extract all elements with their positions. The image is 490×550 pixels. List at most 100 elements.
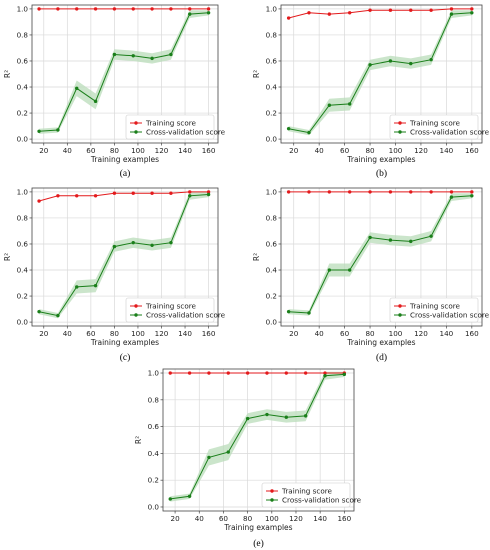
x-tick-label: 20 (39, 146, 49, 155)
y-tick-label: 0.0 (148, 502, 160, 511)
cv-score-point (470, 194, 474, 198)
cv-score-line (288, 12, 472, 134)
panel-a: 20 40 60 80 100 120 140 160 0.0 0.2 0.4 0.6 0.8 1.0 Tr… (3, 4, 226, 164)
cv-score-point (207, 455, 211, 460)
x-tick-label: 60 (86, 329, 96, 338)
cv-score-point (284, 415, 289, 419)
plot-frame (162, 368, 355, 512)
x-tick-label: 20 (39, 329, 49, 338)
legend-label-training: Training score (281, 487, 333, 496)
panel-c: 20 40 60 80 100 120 140 160 0.0 0.2 0.4 0.6 0.8 1.0 Tr… (3, 187, 226, 347)
plot-frame (31, 187, 219, 327)
training-score-point (168, 371, 172, 375)
y-tick-label: 0.4 (17, 266, 29, 275)
y-tick-label: 0.8 (17, 30, 29, 39)
legend-swatch-marker (270, 498, 274, 502)
training-score-point (131, 191, 135, 195)
legend-label-cv: Cross-validation score (146, 311, 226, 320)
y-tick-label: 0.2 (266, 109, 277, 118)
x-axis-label: Training examples (90, 155, 159, 164)
training-score-point (206, 190, 211, 194)
legend-swatch-marker (134, 121, 138, 125)
x-tick-label: 120 (155, 329, 169, 338)
training-score-point (226, 371, 230, 375)
cv-score-point (449, 195, 454, 199)
y-tick-label: 0.6 (17, 239, 29, 248)
x-tick-label: 100 (131, 146, 145, 155)
cv-score-point (470, 11, 474, 15)
legend-label-training: Training score (145, 302, 197, 311)
cv-score-point (388, 238, 393, 242)
cv-score-point (429, 57, 433, 62)
cv-score-point (169, 240, 173, 245)
x-tick-label: 140 (178, 146, 192, 155)
cv-score-line (288, 195, 472, 314)
cv-score-point (56, 128, 60, 132)
x-tick-label: 60 (219, 514, 229, 523)
training-score-point (131, 7, 135, 11)
x-tick-label: 60 (86, 146, 96, 155)
training-score-point (245, 371, 250, 375)
x-tick-label: 100 (389, 146, 403, 155)
y-tick-label: 1.0 (266, 4, 278, 13)
training-score-point (188, 190, 192, 194)
cv-confidence-band (288, 10, 472, 136)
plot-frame (280, 4, 483, 144)
y-tick-label: 0.8 (266, 213, 278, 222)
x-tick-label: 20 (171, 514, 181, 523)
training-score-point (388, 190, 393, 194)
training-score-point (429, 190, 433, 194)
y-tick-label: 1.0 (17, 4, 29, 13)
training-score-point (470, 7, 474, 11)
training-score-line (288, 8, 472, 19)
y-tick-label: 0.2 (17, 109, 28, 118)
training-score-point (93, 194, 98, 198)
training-score-point (388, 8, 393, 12)
x-tick-label: 80 (243, 514, 253, 523)
cv-score-point (131, 54, 135, 58)
x-tick-label: 140 (440, 329, 454, 338)
training-score-point (187, 371, 192, 375)
panel-caption: (d) (376, 352, 387, 363)
legend-swatch-marker (270, 489, 274, 493)
x-tick-label: 140 (313, 514, 327, 523)
y-axis-label: R² (3, 253, 12, 261)
cv-score-point (368, 235, 372, 240)
training-score-line (38, 191, 209, 202)
y-tick-label: 0.0 (266, 135, 278, 144)
legend-swatch-marker (134, 313, 138, 317)
panel-caption: (b) (376, 168, 387, 179)
y-axis-label: R² (252, 253, 261, 261)
y-tick-label: 0.2 (17, 292, 28, 301)
y-axis-label: R² (134, 436, 143, 444)
cv-score-point (188, 12, 192, 16)
training-score-point (449, 190, 454, 194)
training-score-point (265, 371, 269, 375)
training-score-point (207, 371, 211, 375)
x-tick-label: 160 (202, 329, 216, 338)
cv-score-point (206, 11, 211, 15)
cv-score-point (303, 414, 308, 418)
y-axis-label: R² (252, 70, 261, 78)
y-tick-label: 0.6 (17, 56, 29, 65)
y-tick-label: 0.8 (17, 213, 29, 222)
cv-score-point (168, 497, 172, 501)
y-tick-label: 0.0 (266, 318, 278, 327)
x-tick-label: 80 (110, 329, 120, 338)
training-score-point (327, 190, 332, 194)
y-tick-label: 1.0 (266, 187, 278, 196)
y-tick-label: 0.8 (266, 30, 278, 39)
x-tick-label: 80 (110, 146, 120, 155)
training-score-point (112, 191, 117, 195)
legend-label-cv: Cross-validation score (410, 128, 490, 137)
x-tick-label: 20 (289, 146, 299, 155)
cv-score-point (56, 313, 60, 318)
y-tick-label: 1.0 (148, 369, 160, 378)
legend-label-training: Training score (145, 119, 197, 128)
y-tick-label: 0.6 (148, 422, 160, 431)
training-score-point (75, 7, 79, 11)
x-tick-label: 120 (289, 514, 303, 523)
